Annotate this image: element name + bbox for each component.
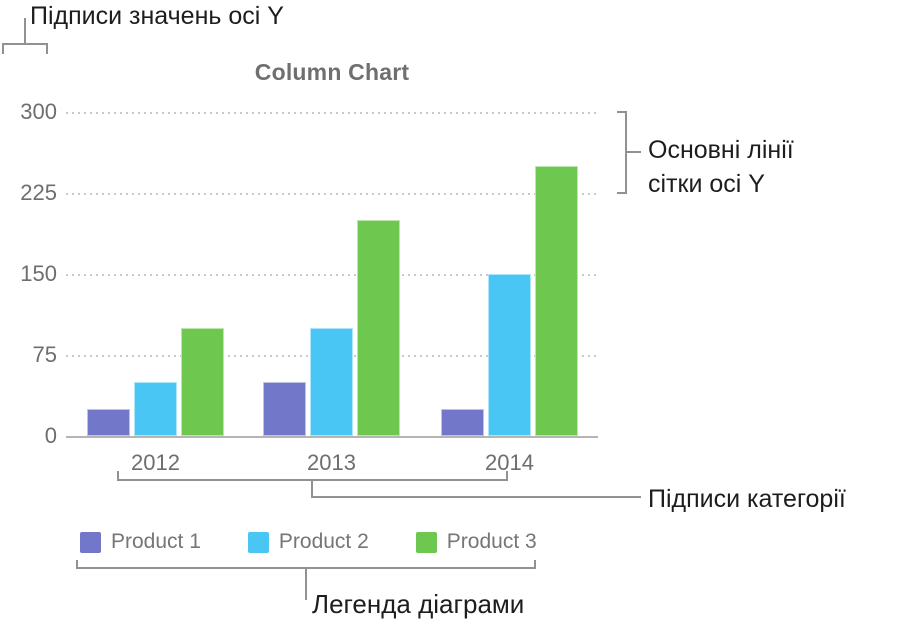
- y-axis-tick-label: 300: [20, 99, 57, 124]
- legend-item: Product 2: [247, 530, 369, 554]
- legend-item: Product 3: [415, 530, 537, 554]
- legend-swatch-product-1: [80, 531, 101, 553]
- bar-product-2: [488, 274, 531, 436]
- y-axis-tick-label: 75: [32, 342, 57, 367]
- category-label: 2014: [485, 450, 534, 475]
- annotation-category-labels: Підписи категорії: [648, 485, 846, 513]
- bar-product-2: [134, 382, 177, 436]
- bar-product-3: [535, 166, 578, 436]
- y-axis-tick-label: 225: [20, 180, 57, 205]
- legend-item: Product 1: [80, 530, 201, 554]
- annotation-y-gridlines-line1: Основні лінії: [648, 136, 794, 164]
- annotation-chart-legend: Легенда діаграми: [312, 589, 525, 619]
- annotation-y-gridlines: Основні лінії сітки осі Y: [648, 133, 794, 201]
- y-gridline: [66, 193, 598, 195]
- y-axis-tick-label: 150: [20, 261, 57, 286]
- bracket-y-gridlines: [617, 111, 641, 194]
- bar-product-1: [263, 382, 306, 436]
- legend-label: Product 3: [446, 530, 537, 553]
- legend-swatch-product-3: [415, 531, 437, 553]
- bar-product-1: [441, 409, 484, 436]
- y-gridline: [66, 112, 598, 114]
- category-label: 2012: [131, 450, 180, 475]
- legend-label: Product 1: [111, 530, 201, 553]
- y-axis-tick-label: 0: [44, 423, 57, 448]
- annotation-y-value-labels: Підписи значень осі Y: [30, 2, 284, 30]
- bar-product-1: [87, 409, 130, 436]
- annotation-y-gridlines-line2: сітки осі Y: [648, 170, 765, 198]
- y-gridline: [66, 274, 598, 276]
- bar-product-2: [310, 328, 353, 436]
- x-axis-line: [66, 436, 598, 438]
- legend-label: Product 2: [278, 530, 369, 553]
- bar-product-3: [181, 328, 224, 436]
- category-label: 2013: [307, 450, 356, 475]
- chart-legend: Product 1 Product 2 Product 3: [80, 530, 537, 554]
- bar-product-3: [357, 220, 400, 436]
- legend-swatch-product-2: [247, 531, 269, 553]
- chart-title: Column Chart: [254, 59, 410, 85]
